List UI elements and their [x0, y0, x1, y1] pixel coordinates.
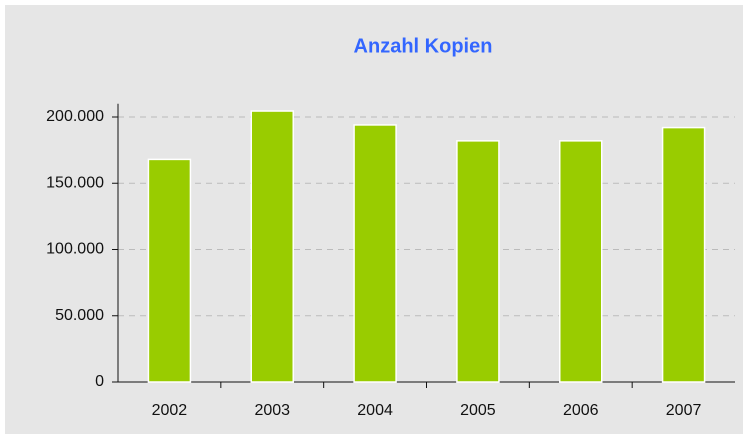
x-tick-label: 2004 — [357, 402, 393, 419]
bar — [353, 124, 397, 383]
bar — [250, 110, 294, 383]
x-tick-label: 2007 — [666, 402, 702, 419]
y-tick-label: 150.000 — [46, 174, 104, 191]
bar — [456, 140, 500, 383]
x-tick-label: 2006 — [563, 402, 599, 419]
chart-title: Anzahl Kopien — [354, 35, 493, 57]
y-tick-label: 50.000 — [55, 307, 104, 324]
y-tick-label: 200.000 — [46, 108, 104, 125]
bar — [147, 158, 192, 383]
x-tick-label: 2005 — [460, 402, 496, 419]
x-tick-label: 2002 — [152, 402, 188, 419]
bar — [661, 126, 706, 383]
y-tick-label: 0 — [95, 373, 104, 390]
y-tick-label: 100.000 — [46, 241, 104, 258]
bar — [559, 140, 603, 383]
x-tick-label: 2003 — [254, 402, 290, 419]
